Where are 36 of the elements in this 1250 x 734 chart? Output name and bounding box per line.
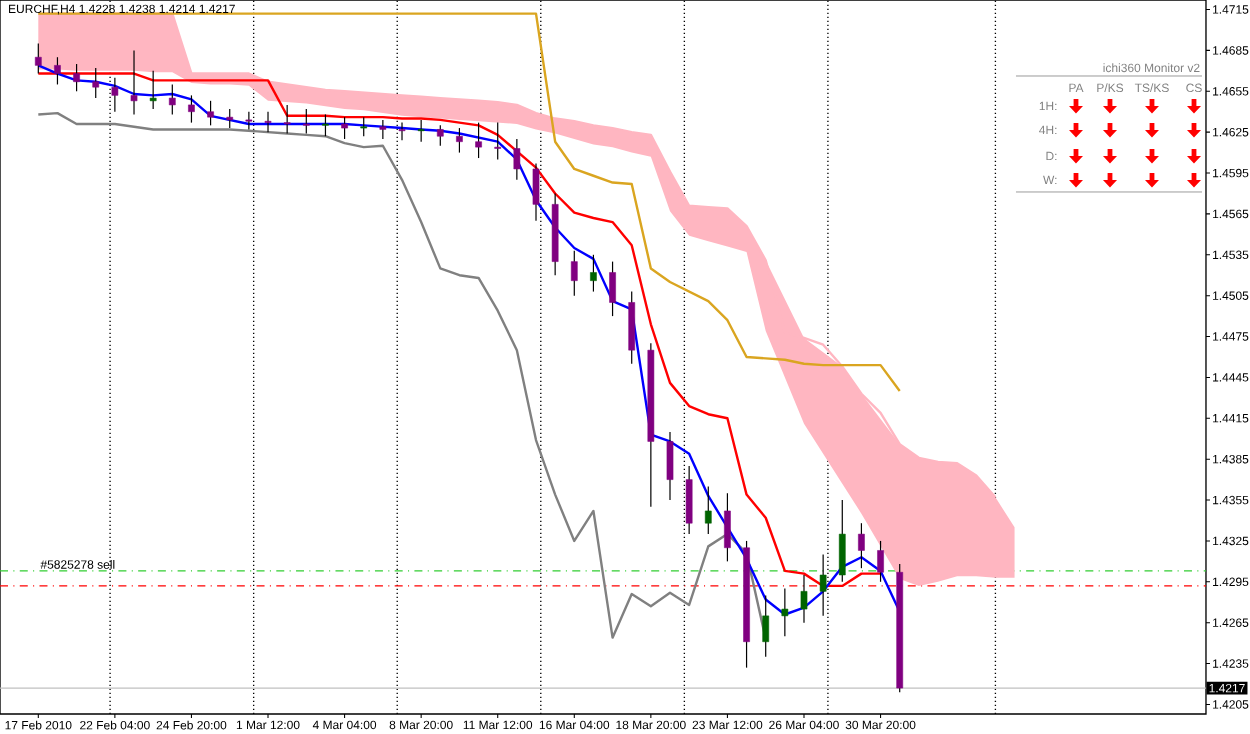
candlestick xyxy=(628,290,636,365)
candlestick xyxy=(92,67,100,99)
candlestick xyxy=(188,94,195,124)
candlestick xyxy=(762,594,770,658)
candlestick xyxy=(168,83,176,116)
candlestick xyxy=(34,42,42,75)
candlestick xyxy=(858,522,865,569)
candlestick xyxy=(54,56,61,86)
candlestick xyxy=(207,100,214,126)
candlestick xyxy=(436,124,444,147)
candlestick xyxy=(590,254,597,293)
candlestick xyxy=(609,261,616,317)
candlestick xyxy=(724,492,731,562)
candlestick xyxy=(341,116,348,140)
candlestick xyxy=(704,485,712,535)
candlestick xyxy=(379,119,387,140)
candlestick xyxy=(838,499,846,583)
candlestick xyxy=(130,49,138,116)
candlestick xyxy=(226,108,234,129)
candlestick xyxy=(781,588,789,637)
candlestick xyxy=(570,250,578,297)
candlestick xyxy=(283,104,291,135)
candlestick xyxy=(475,122,482,159)
candlestick xyxy=(877,540,884,583)
candlestick xyxy=(456,127,463,154)
candlestick xyxy=(417,119,425,143)
candlestick xyxy=(149,70,157,110)
candlestick xyxy=(264,111,272,133)
candlestick xyxy=(302,108,310,135)
candlestick xyxy=(73,63,80,92)
candlestick xyxy=(800,574,808,624)
candlestick xyxy=(494,122,502,161)
candlestick xyxy=(360,116,368,137)
candlestick xyxy=(322,113,329,137)
candlestick xyxy=(666,431,674,501)
candlestick xyxy=(513,138,521,181)
